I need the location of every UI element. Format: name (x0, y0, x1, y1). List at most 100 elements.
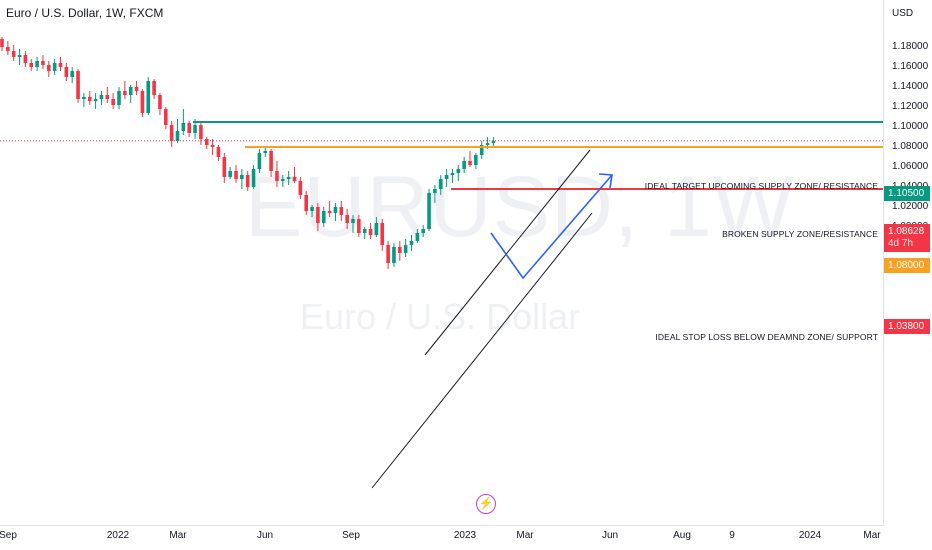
projection-path (490, 174, 613, 280)
candle-body (228, 171, 232, 177)
time-tick-label: 2023 (453, 530, 477, 541)
candle-body (316, 207, 320, 223)
candle-body (240, 175, 244, 179)
price-tick-label: 1.16000 (892, 61, 929, 72)
candle-body (321, 211, 326, 223)
candle-body (491, 141, 496, 143)
candle-body (41, 61, 45, 65)
candle-body (158, 95, 162, 109)
candle-body (392, 247, 396, 263)
candle-body (128, 87, 133, 95)
candle-body (52, 63, 57, 71)
candle-body (310, 207, 314, 211)
candle-body (123, 91, 127, 95)
time-tick-label: 2024 (798, 530, 822, 541)
lightning-icon[interactable]: ⚡ (476, 494, 496, 514)
candle-body (415, 233, 420, 241)
candle-body (438, 179, 443, 189)
candle-body (17, 55, 22, 57)
currency-label: USD (892, 8, 914, 19)
badge-stop-price: 1.03800 (884, 319, 930, 334)
annotation-stop: IDEAL STOP LOSS BELOW DEAMND ZONE/ SUPPO… (655, 332, 878, 342)
candle-body (245, 175, 250, 187)
candle-body (99, 95, 104, 99)
candle-body (333, 207, 338, 213)
time-axis-line (0, 525, 883, 526)
candle-body (339, 207, 344, 215)
price-chart[interactable] (0, 0, 883, 526)
candle-body (204, 139, 209, 145)
price-tick-label: 1.02000 (892, 201, 929, 212)
candle-body (450, 173, 455, 175)
time-tick-label: Jun (601, 530, 619, 541)
candle-body (175, 131, 180, 141)
candle-body (169, 125, 174, 141)
price-tick-label: 1.06000 (892, 161, 929, 172)
last-price-value: 1.08628 (888, 226, 925, 237)
candle-body (181, 123, 186, 131)
candle-body (58, 63, 63, 67)
candle-body (468, 161, 472, 165)
candle-body (362, 229, 367, 233)
candle-body (64, 67, 69, 77)
time-tick-label: 2022 (106, 530, 130, 541)
candle-body (140, 91, 145, 113)
candle-body (298, 181, 303, 195)
candle-body (281, 179, 285, 181)
candle-body (35, 61, 39, 67)
candle-body (193, 125, 197, 133)
candle-body (251, 169, 256, 187)
channel-upper-line (424, 149, 591, 356)
candle-body (269, 151, 273, 171)
candle-body (70, 71, 74, 77)
time-tick-label: Aug (673, 530, 691, 541)
candle-body (409, 241, 414, 245)
time-tick-label: Mar (169, 530, 187, 541)
watermark-name: Euro / U.S. Dollar (300, 296, 581, 337)
candle-body (111, 99, 115, 105)
candle-body (474, 155, 478, 165)
candle-body (222, 157, 227, 177)
candle-body (234, 171, 238, 179)
candle-body (152, 81, 156, 95)
time-tick-label: Sep (0, 530, 17, 541)
time-tick-label: Mar (863, 530, 881, 541)
price-tick-label: 1.14000 (892, 81, 929, 92)
candle-body (87, 97, 92, 101)
channel-lower-line (371, 212, 593, 489)
candle-body (6, 47, 10, 51)
price-tick-label: 1.12000 (892, 101, 929, 112)
candle-body (327, 211, 332, 213)
annotation-broken: BROKEN SUPPLY ZONE/RESISTANCE (722, 229, 878, 239)
candle-body (263, 151, 268, 153)
candle-body (105, 95, 110, 99)
candle-body (403, 245, 408, 253)
candle-body (433, 189, 437, 193)
symbol-title[interactable]: Euro / U.S. Dollar, 1W, FXCM (6, 6, 164, 20)
candle-body (117, 91, 121, 105)
candle-body (76, 71, 80, 99)
candle-body (164, 109, 168, 125)
candle-body (93, 99, 98, 101)
annotation-target: IDEAL TARGET UPCOMING SUPPLY ZONE/ RESIS… (644, 181, 878, 191)
candle-body (199, 125, 203, 139)
candle-body (82, 97, 86, 99)
candle-body (368, 229, 373, 235)
candle-body (386, 245, 390, 263)
candle-body (286, 177, 291, 179)
last-price-countdown: 4d 7h (888, 238, 914, 249)
candle-body (351, 219, 355, 223)
time-tick-label: Mar (516, 530, 534, 541)
candle-body (292, 177, 297, 181)
candle-body (29, 63, 34, 67)
badge-last-price: 1.08628 4d 7h (884, 224, 930, 252)
candle-body (187, 123, 191, 133)
badge-target-price: 1.10500 (884, 186, 930, 201)
time-tick-label: 9 (729, 530, 735, 541)
price-tick-label: 1.18000 (892, 41, 929, 52)
badge-broken-price: 1.08000 (884, 258, 930, 273)
candle-body (485, 143, 490, 145)
price-tick-label: 1.08000 (892, 141, 929, 152)
time-tick-label: Jun (256, 530, 274, 541)
candle-body (0, 39, 4, 47)
